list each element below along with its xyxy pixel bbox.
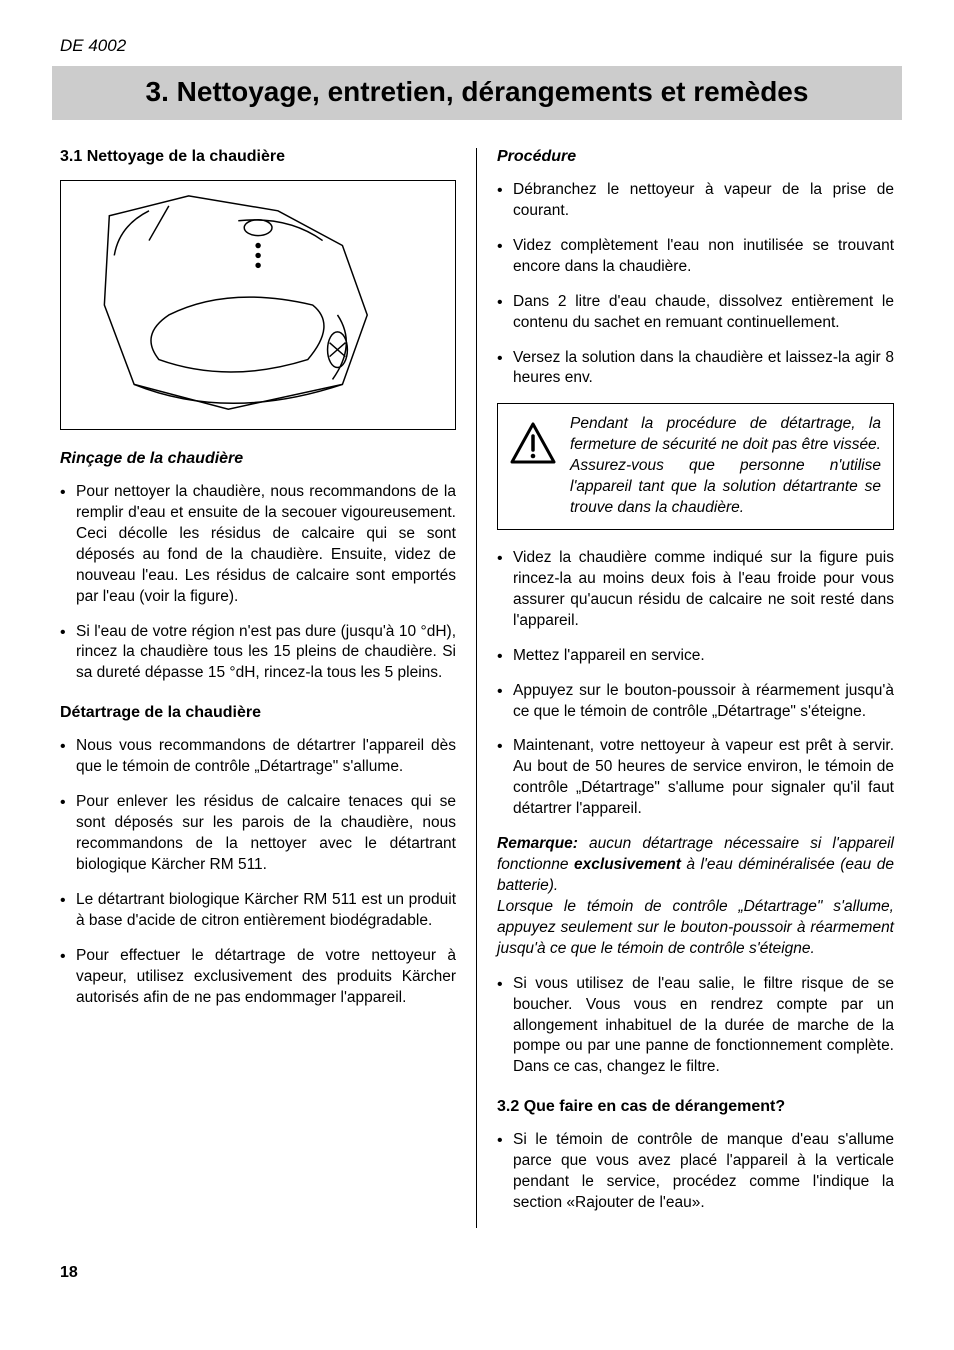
page-title: 3. Nettoyage, entretien, dérangements et… bbox=[52, 66, 902, 120]
descale-heading: Détartrage de la chaudière bbox=[60, 704, 456, 722]
list-item: Pour enlever les résidus de calcaire ten… bbox=[60, 792, 456, 876]
descale-list: Nous vous recommandons de détartrer l'ap… bbox=[60, 736, 456, 1008]
list-item: Débranchez le nettoyeur à vapeur de la p… bbox=[497, 180, 894, 222]
list-item: Dans 2 litre d'eau chaude, dissolvez ent… bbox=[497, 292, 894, 334]
list-item: Versez la solution dans la chaudière et … bbox=[497, 348, 894, 390]
warning-text: Pendant la procédure de détartrage, la f… bbox=[570, 414, 881, 519]
right-column: Procédure Débranchez le nettoyeur à vape… bbox=[477, 148, 902, 1228]
list-item: Si l'eau de votre région n'est pas dure … bbox=[60, 622, 456, 685]
warning-icon bbox=[510, 422, 556, 464]
sec32-list: Si le témoin de contrôle de manque d'eau… bbox=[497, 1130, 894, 1214]
procedure-list-c: Si vous utilisez de l'eau salie, le filt… bbox=[497, 974, 894, 1079]
list-item: Maintenant, votre nettoyeur à vapeur est… bbox=[497, 736, 894, 820]
list-item: Appuyez sur le bouton-poussoir à réarmem… bbox=[497, 681, 894, 723]
list-item: Nous vous recommandons de détartrer l'ap… bbox=[60, 736, 456, 778]
remark-lead: Remarque: bbox=[497, 835, 578, 852]
boiler-figure-svg bbox=[69, 186, 447, 424]
rinse-list: Pour nettoyer la chaudière, nous recomma… bbox=[60, 482, 456, 684]
left-column: 3.1 Nettoyage de la chaudière bbox=[52, 148, 477, 1228]
procedure-list-a: Débranchez le nettoyeur à vapeur de la p… bbox=[497, 180, 894, 389]
list-item: Pour nettoyer la chaudière, nous recomma… bbox=[60, 482, 456, 608]
remark-paragraph: Remarque: aucun détartrage nécessaire si… bbox=[497, 834, 894, 960]
procedure-heading: Procédure bbox=[497, 148, 894, 166]
page-number: 18 bbox=[60, 1264, 902, 1282]
list-item: Pour effectuer le détartrage de votre ne… bbox=[60, 946, 456, 1009]
list-item: Mettez l'appareil en service. bbox=[497, 646, 894, 667]
remark-body3: Lorsque le témoin de contrôle „Détartrag… bbox=[497, 898, 894, 957]
list-item: Videz complètement l'eau non inutilisée … bbox=[497, 236, 894, 278]
warning-box: Pendant la procédure de détartrage, la f… bbox=[497, 403, 894, 530]
remark-exclusive: exclusivement bbox=[574, 856, 681, 873]
section-3-1-heading: 3.1 Nettoyage de la chaudière bbox=[60, 148, 456, 166]
list-item: Si le témoin de contrôle de manque d'eau… bbox=[497, 1130, 894, 1214]
content-columns: 3.1 Nettoyage de la chaudière bbox=[52, 148, 902, 1228]
procedure-list-b: Videz la chaudière comme indiqué sur la … bbox=[497, 548, 894, 820]
model-label: DE 4002 bbox=[60, 36, 902, 56]
list-item: Videz la chaudière comme indiqué sur la … bbox=[497, 548, 894, 632]
section-3-2-heading: 3.2 Que faire en cas de dérangement? bbox=[497, 1098, 894, 1116]
list-item: Le détartrant biologique Kärcher RM 511 … bbox=[60, 890, 456, 932]
list-item: Si vous utilisez de l'eau salie, le filt… bbox=[497, 974, 894, 1079]
rinse-heading: Rinçage de la chaudière bbox=[60, 450, 456, 468]
boiler-figure bbox=[60, 180, 456, 430]
